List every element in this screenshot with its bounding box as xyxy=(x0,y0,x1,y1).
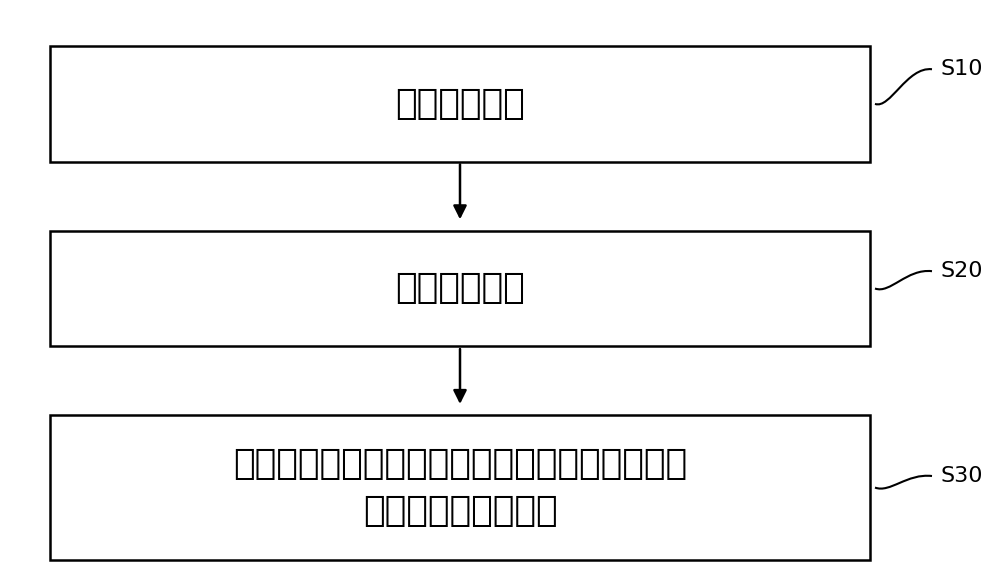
Bar xyxy=(50,415,870,560)
Text: 制定语义模型: 制定语义模型 xyxy=(395,272,525,305)
Text: S20: S20 xyxy=(940,261,982,281)
Text: 抽象系统行为: 抽象系统行为 xyxy=(395,87,525,121)
Bar xyxy=(50,46,870,162)
Text: S10: S10 xyxy=(940,59,982,79)
Text: 变量的形式化、转移规则的形式化、期望性质的
形式化和性质的验证: 变量的形式化、转移规则的形式化、期望性质的 形式化和性质的验证 xyxy=(233,447,687,529)
Text: S30: S30 xyxy=(940,466,982,486)
Bar xyxy=(50,231,870,346)
